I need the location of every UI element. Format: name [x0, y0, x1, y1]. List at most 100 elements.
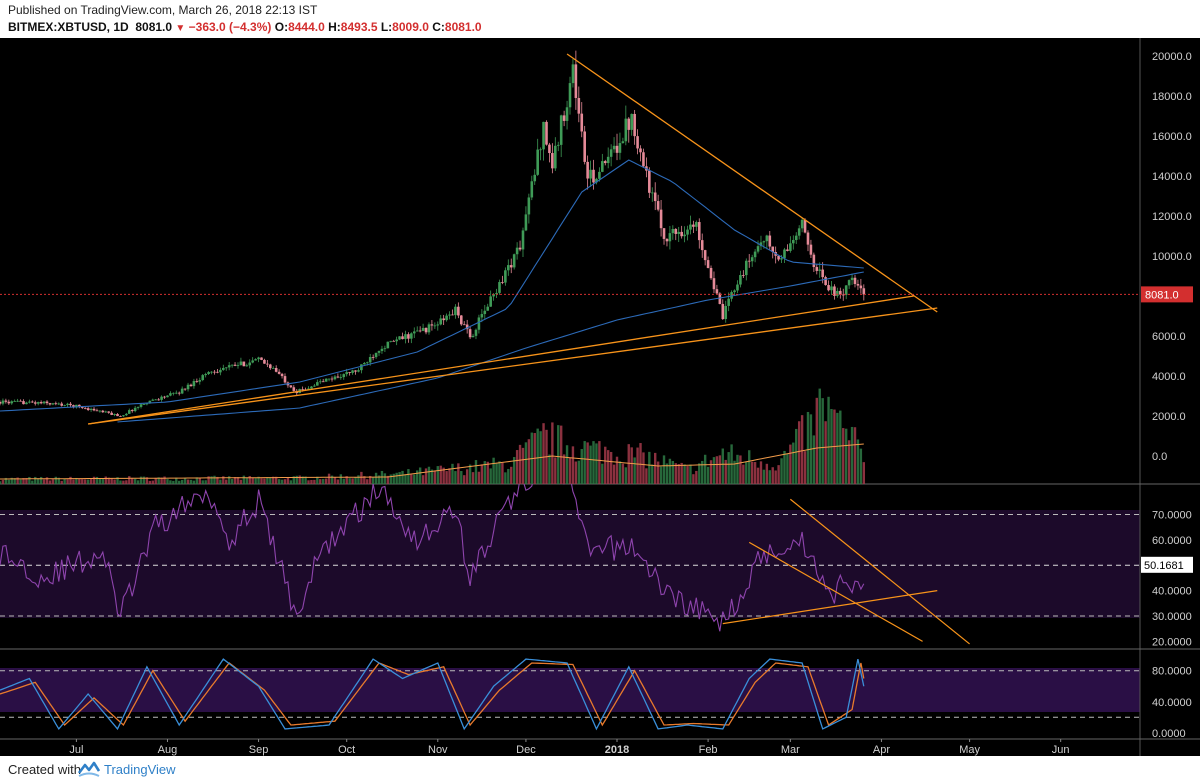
volume-bar: [636, 447, 639, 484]
candle-body: [562, 115, 566, 121]
candle-body: [216, 371, 219, 373]
candle-body: [436, 324, 440, 326]
time-axis-background: [0, 739, 1200, 756]
candle-body: [292, 387, 296, 391]
price-tick-label: 16000.0: [1152, 131, 1192, 143]
close-value: 8081.0: [444, 20, 482, 34]
candle-body: [412, 331, 416, 334]
rsi-band-fill: [0, 510, 1140, 618]
volume-bar: [42, 479, 46, 484]
volume-bar: [507, 468, 510, 484]
volume-bar: [548, 454, 551, 484]
volume-bar: [63, 478, 66, 484]
candle-body: [330, 378, 334, 380]
volume-bar: [145, 477, 149, 484]
candle-body: [145, 403, 149, 405]
volume-bar: [416, 470, 419, 484]
volume-bar: [377, 475, 381, 484]
candle-body: [242, 361, 246, 367]
volume-bar: [656, 461, 660, 484]
volume-bar: [242, 475, 246, 484]
volume-bar: [715, 456, 719, 484]
candle-body: [459, 315, 463, 325]
volume-bar: [862, 462, 866, 484]
volume-bar: [125, 480, 128, 484]
volume-bar: [227, 476, 231, 484]
candle-body: [116, 414, 119, 417]
volume-bar: [645, 468, 648, 484]
volume-bar: [401, 470, 404, 484]
tradingview-brand[interactable]: TradingView: [104, 762, 176, 777]
candle-body: [75, 404, 78, 408]
tradingview-logo-icon[interactable]: [78, 759, 100, 779]
candle-body: [504, 270, 507, 283]
volume-bar: [313, 479, 316, 484]
candle-body: [122, 415, 125, 417]
volume-bar: [504, 472, 507, 484]
candle-body: [254, 359, 257, 361]
candle-body: [430, 324, 434, 326]
volume-bar: [698, 463, 701, 484]
volume-bar: [189, 479, 193, 484]
volume-bar: [797, 421, 801, 484]
volume-bar: [604, 446, 607, 484]
candle-body: [548, 144, 551, 154]
volume-bar: [742, 464, 745, 484]
candle-body: [439, 318, 443, 325]
volume-bar: [136, 480, 140, 484]
volume-bar: [783, 450, 786, 484]
volume-bar: [627, 444, 630, 484]
candle-body: [36, 402, 40, 404]
candle-body: [371, 357, 375, 358]
volume-bar: [639, 443, 642, 484]
candle-body: [339, 377, 343, 378]
rsi-value-label: 50.1681: [1144, 560, 1184, 572]
candle-body: [157, 399, 160, 401]
volume-bar: [374, 472, 378, 484]
candle-body: [66, 403, 69, 406]
volume-bar: [589, 445, 592, 484]
candle-body: [474, 329, 478, 336]
volume-bar: [110, 478, 113, 484]
volume-bar: [818, 388, 821, 484]
volume-bar: [269, 477, 272, 484]
volume-bar: [559, 425, 563, 484]
volume-bar: [277, 479, 281, 484]
time-tick-label: Mar: [781, 744, 800, 756]
candle-body: [483, 310, 487, 315]
volume-bar: [139, 476, 143, 484]
symbol-label[interactable]: BITMEX:XBTUSD, 1D: [8, 20, 129, 34]
candle-body: [133, 407, 137, 412]
volume-bar: [78, 478, 81, 484]
volume-bar: [219, 479, 222, 484]
stoch-tick-label: 80.0000: [1152, 666, 1192, 678]
chart-canvas[interactable]: 20000.0 18000.0 16000.0 14000.0 12000.0 10000…: [0, 38, 1200, 756]
candle-body: [627, 118, 631, 130]
candle-body: [189, 384, 193, 387]
volume-bar: [433, 470, 437, 484]
candle-body: [236, 365, 240, 366]
volume-bar: [321, 478, 325, 484]
volume-bar: [615, 456, 619, 484]
volume-bar: [654, 452, 657, 484]
volume-bar: [107, 477, 110, 484]
candle-body: [260, 357, 263, 360]
volume-bar: [36, 478, 40, 484]
volume-bar: [853, 427, 857, 484]
candle-body: [345, 372, 349, 375]
volume-bar: [768, 470, 771, 484]
volume-bar: [618, 461, 622, 484]
candle-body: [830, 286, 833, 291]
volume-bar: [371, 477, 375, 484]
candle-body: [730, 292, 733, 299]
volume-bar: [204, 480, 207, 484]
candle-body: [42, 401, 46, 404]
candle-body: [245, 365, 249, 367]
volume-bar: [260, 478, 263, 484]
volume-bar: [116, 477, 119, 484]
volume-bar: [178, 480, 181, 484]
volume-bar: [66, 479, 69, 484]
volume-bar: [263, 478, 266, 484]
candle-body: [457, 306, 460, 316]
candle-body: [89, 408, 93, 410]
